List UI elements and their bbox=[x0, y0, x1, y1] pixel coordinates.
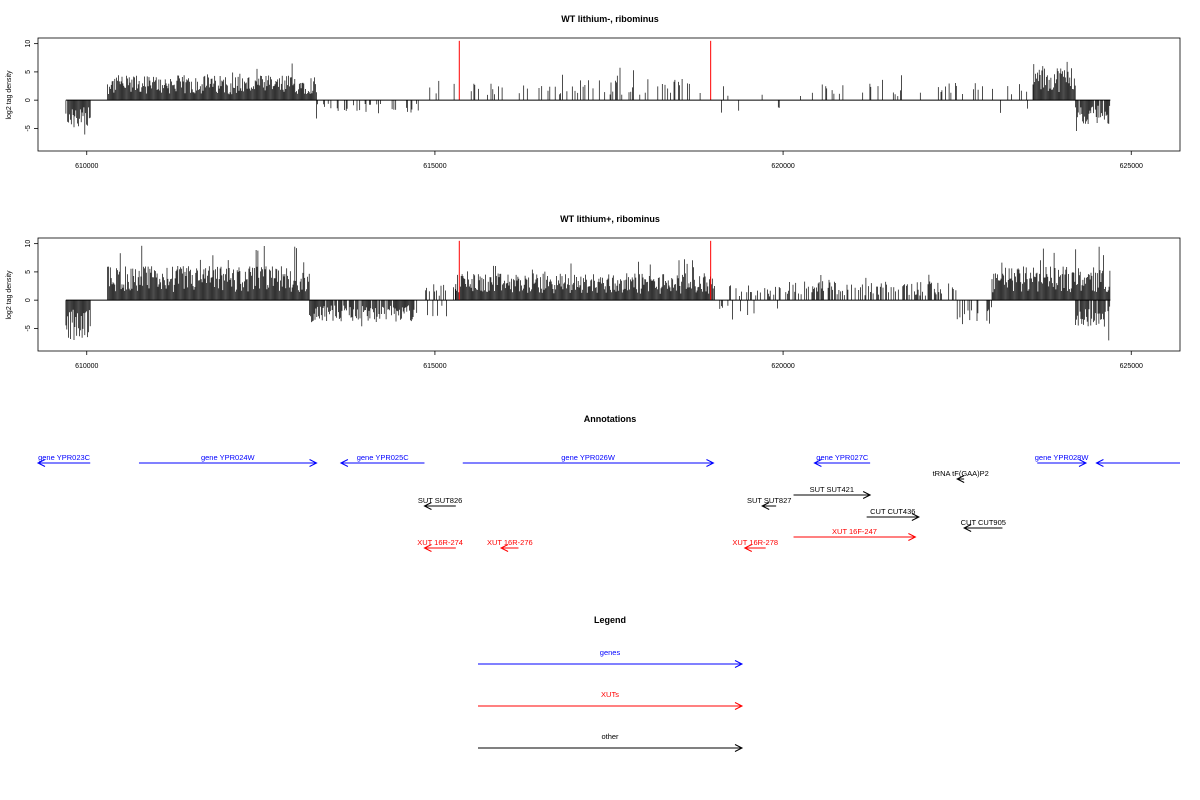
annotation-arrow-6-head bbox=[1095, 459, 1104, 467]
y-tick-label-0: -5 bbox=[25, 125, 32, 131]
annotation-arrow-0-head bbox=[36, 459, 46, 467]
annotation-other-8: SUT SUT421 bbox=[793, 485, 872, 499]
y-tick-label-0: -5 bbox=[25, 325, 32, 331]
annotation-arrow-15-head bbox=[743, 544, 753, 552]
annotation-arrow-9-head bbox=[423, 502, 432, 510]
panel-2-frame bbox=[37, 237, 1181, 352]
x-tick-label-0: 610000 bbox=[75, 363, 98, 370]
x-tick-label-3: 625000 bbox=[1120, 363, 1143, 370]
annotation-arrow-7-head bbox=[956, 475, 965, 483]
annotation-arrow-10-head bbox=[761, 502, 770, 510]
y-tick-label-1: 0 bbox=[25, 298, 32, 302]
legend-label-2: other bbox=[601, 732, 619, 741]
density-panel-lithium-minus: WT lithium-, ribominus log2 tag density … bbox=[6, 14, 1181, 170]
annotation-label-2: gene YPR025C bbox=[357, 453, 410, 462]
annotation-arrow-8-head bbox=[862, 491, 872, 499]
annotation-other-9: SUT SUT826 bbox=[418, 496, 462, 510]
y-tick-label-3: 10 bbox=[25, 240, 32, 248]
y-tick-label-1: 0 bbox=[25, 98, 32, 102]
legend: Legend genes XUTs other bbox=[478, 615, 744, 752]
annotation-gene-0: gene YPR023C bbox=[36, 453, 91, 467]
panel-2-title: WT lithium+, ribominus bbox=[560, 214, 660, 224]
annotation-label-0: gene YPR023C bbox=[38, 453, 91, 462]
annotation-label-16: XUT 16F-247 bbox=[832, 527, 877, 536]
y-tick-label-2: 5 bbox=[25, 270, 32, 274]
annotation-label-14: XUT 16R-276 bbox=[487, 538, 533, 547]
legend-item-xut: XUTs bbox=[478, 690, 744, 710]
annotation-arrow-16-head bbox=[908, 533, 917, 541]
panel-2-y-axis: -5 0 5 10 bbox=[25, 240, 38, 332]
x-tick-label-2: 620000 bbox=[771, 163, 794, 170]
x-tick-label-3: 625000 bbox=[1120, 163, 1143, 170]
x-tick-label-2: 620000 bbox=[771, 363, 794, 370]
annotation-arrow-3-head bbox=[706, 459, 715, 467]
annotation-other-12: CUT CUT905 bbox=[961, 518, 1006, 532]
annotation-label-13: XUT 16R-274 bbox=[417, 538, 463, 547]
annotation-other-10: SUT SUT827 bbox=[747, 496, 791, 510]
legend-item-other: other bbox=[478, 732, 744, 752]
annotation-gene-4: gene YPR027C bbox=[813, 453, 871, 467]
legend-label-0: genes bbox=[600, 648, 621, 657]
annotation-gene-5: gene YPR028W bbox=[1035, 453, 1090, 467]
annotation-label-7: tRNA tF(GAA)P2 bbox=[933, 469, 989, 478]
panel-1-ylabel: log2 tag density bbox=[6, 70, 13, 120]
annotation-xut-13: XUT 16R-274 bbox=[417, 538, 463, 552]
annotation-arrow-4-head bbox=[813, 459, 822, 467]
panel-1-title: WT lithium-, ribominus bbox=[561, 14, 659, 24]
annotation-label-4: gene YPR027C bbox=[816, 453, 869, 462]
annotation-arrow-5-head bbox=[1078, 459, 1088, 467]
annotation-label-11: CUT CUT436 bbox=[870, 507, 915, 516]
legend-arrow-1-head bbox=[734, 702, 744, 710]
annotation-arrow-1-head bbox=[309, 459, 318, 467]
panel-2-bars bbox=[65, 245, 1111, 341]
annotation-label-10: SUT SUT827 bbox=[747, 496, 791, 505]
x-tick-label-1: 615000 bbox=[423, 163, 446, 170]
legend-item-gene: genes bbox=[478, 648, 744, 668]
x-tick-label-0: 610000 bbox=[75, 163, 98, 170]
panel-1-x-axis: 610000 615000 620000 625000 bbox=[75, 151, 1143, 170]
annotation-xut-16: XUT 16F-247 bbox=[793, 527, 917, 541]
annotation-gene-6 bbox=[1095, 459, 1180, 467]
annotation-label-3: gene YPR026W bbox=[561, 453, 616, 462]
annotation-other-11: CUT CUT436 bbox=[866, 507, 920, 521]
annotation-xut-14: XUT 16R-276 bbox=[487, 538, 533, 552]
legend-arrow-2-head bbox=[734, 744, 744, 752]
annotation-xut-15: XUT 16R-278 bbox=[732, 538, 778, 552]
annotation-gene-2: gene YPR025C bbox=[339, 453, 425, 467]
annotation-gene-1: gene YPR024W bbox=[138, 453, 318, 467]
annotation-arrow-13-head bbox=[423, 544, 432, 552]
annotation-label-12: CUT CUT905 bbox=[961, 518, 1006, 527]
legend-arrow-0-head bbox=[734, 660, 744, 668]
annotation-arrow-12-head bbox=[963, 524, 972, 532]
annotation-arrow-14-head bbox=[499, 544, 509, 552]
annotation-other-7: tRNA tF(GAA)P2 bbox=[933, 469, 989, 483]
annotation-arrow-2-head bbox=[339, 459, 349, 467]
x-tick-label-1: 615000 bbox=[423, 363, 446, 370]
panel-2-marker-lines bbox=[458, 240, 712, 301]
panel-2-x-axis: 610000 615000 620000 625000 bbox=[75, 351, 1143, 370]
density-panel-lithium-plus: WT lithium+, ribominus log2 tag density … bbox=[6, 214, 1181, 370]
panel-2-ylabel: log2 tag density bbox=[6, 270, 13, 320]
annotation-label-5: gene YPR028W bbox=[1035, 453, 1090, 462]
annotation-label-15: XUT 16R-278 bbox=[732, 538, 778, 547]
annotation-gene-3: gene YPR026W bbox=[462, 453, 715, 467]
annotation-label-8: SUT SUT421 bbox=[810, 485, 854, 494]
legend-label-1: XUTs bbox=[601, 690, 619, 699]
annotations-title: Annotations bbox=[584, 414, 637, 424]
annotation-arrow-11-head bbox=[911, 513, 920, 521]
panel-1-marker-lines bbox=[458, 40, 712, 101]
y-tick-label-2: 5 bbox=[25, 70, 32, 74]
panel-1-frame bbox=[37, 37, 1181, 152]
annotation-label-1: gene YPR024W bbox=[201, 453, 256, 462]
annotation-label-9: SUT SUT826 bbox=[418, 496, 462, 505]
legend-title: Legend bbox=[594, 615, 626, 625]
annotations-track: Annotations gene YPR023C gene YPR024W gene… bbox=[36, 414, 1180, 552]
panel-1-bars bbox=[65, 61, 1111, 135]
y-tick-label-3: 10 bbox=[25, 40, 32, 48]
panel-1-y-axis: -5 0 5 10 bbox=[25, 40, 38, 132]
